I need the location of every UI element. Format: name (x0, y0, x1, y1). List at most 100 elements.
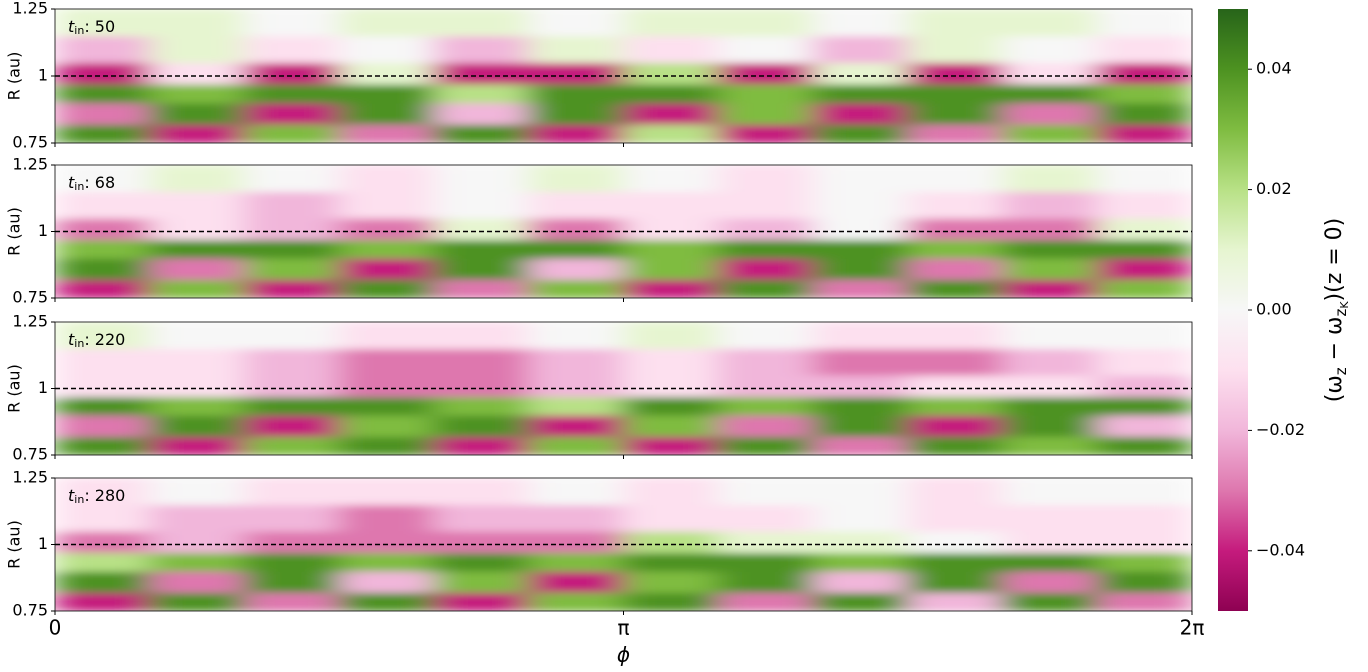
heatmap-cell (149, 396, 245, 416)
heatmap-cell (1002, 375, 1098, 397)
heatmap-cell (718, 279, 814, 299)
heatmap-cell (149, 62, 245, 84)
heatmap-cell (813, 375, 909, 397)
heatmap-cell (813, 322, 909, 350)
heatmap-cell (339, 35, 435, 63)
heatmap-cell (1097, 124, 1193, 144)
heatmap-cell (1097, 35, 1193, 63)
heatmap-cell (907, 348, 1003, 376)
heatmap-cell (623, 84, 719, 104)
colorbar (1218, 9, 1248, 611)
heatmap-cell (1097, 165, 1193, 193)
heatmap-cell (907, 478, 1003, 506)
y-tick-label: 1.25 (12, 312, 48, 331)
heatmap-cell (907, 571, 1003, 593)
heatmap-cell (434, 9, 530, 37)
heatmap-cell (623, 375, 719, 397)
colorbar-label-part: )(z = 0) (1322, 218, 1347, 302)
y-tick-label: 0.75 (12, 601, 48, 620)
heatmap-cell (813, 62, 909, 84)
x-tick-label: 0 (49, 616, 62, 640)
heatmap-cell (55, 592, 151, 612)
heatmap-cell (149, 165, 245, 193)
heatmap-cell (1097, 552, 1193, 572)
heatmap-cell (339, 124, 435, 144)
heatmap-cell (718, 552, 814, 572)
heatmap-cell (528, 84, 624, 104)
heatmap-cell (434, 218, 530, 240)
heatmap-cell (434, 279, 530, 299)
heatmap-cell (339, 191, 435, 219)
heatmap-cell (813, 218, 909, 240)
heatmap-cell (55, 124, 151, 144)
heatmap-cell (623, 348, 719, 376)
annotation-subscript: in (74, 493, 84, 506)
heatmap-cell (623, 102, 719, 124)
heatmap-cell (813, 165, 909, 193)
heatmap-cell (623, 531, 719, 553)
heatmap-cell (244, 478, 340, 506)
heatmap-cell (244, 35, 340, 63)
heatmap-cell (244, 552, 340, 572)
heatmap-cell (623, 322, 719, 350)
heatmap-cell (907, 62, 1003, 84)
heatmap-cell (813, 436, 909, 456)
heatmap-cell (1002, 322, 1098, 350)
heatmap-cell (718, 571, 814, 593)
heatmap-cell (244, 102, 340, 124)
heatmap-cell (718, 165, 814, 193)
heatmap-cell (623, 62, 719, 84)
heatmap-cell (528, 415, 624, 437)
heatmap-cell (1002, 102, 1098, 124)
heatmap-cell (1002, 9, 1098, 37)
heatmap-cell (1097, 571, 1193, 593)
colorbar-tick-label: 0.02 (1256, 179, 1292, 198)
heatmap-cell (1002, 552, 1098, 572)
heatmap-cell (813, 552, 909, 572)
heatmap-cell (1002, 35, 1098, 63)
heatmap-cell (149, 124, 245, 144)
heatmap-cell (813, 102, 909, 124)
heatmap-cell (149, 279, 245, 299)
heatmap-cell (623, 258, 719, 280)
heatmap-cell (907, 35, 1003, 63)
heatmap-cell (907, 592, 1003, 612)
heatmap-cell (339, 84, 435, 104)
heatmap-cell (907, 218, 1003, 240)
heatmap-cell (813, 348, 909, 376)
heatmap-cell (528, 62, 624, 84)
heatmap-cell (434, 396, 530, 416)
heatmap-cell (149, 348, 245, 376)
heatmap-cell (339, 531, 435, 553)
y-axis-label: R (au) (5, 207, 24, 256)
heatmap-cell (623, 35, 719, 63)
heatmap-cell (339, 415, 435, 437)
heatmap-cell (907, 322, 1003, 350)
heatmap-cell (1097, 504, 1193, 532)
heatmap-cell (528, 165, 624, 193)
heatmap-cell (149, 415, 245, 437)
heatmap-cell (1002, 218, 1098, 240)
heatmap-cell (813, 592, 909, 612)
heatmap-cell (244, 592, 340, 612)
heatmap-cell (149, 375, 245, 397)
heatmap-cell (907, 84, 1003, 104)
heatmap-cell (813, 504, 909, 532)
heatmap-cell (1097, 218, 1193, 240)
heatmap-cell (1002, 84, 1098, 104)
heatmap-cell (149, 239, 245, 259)
heatmap-cell (907, 396, 1003, 416)
y-axis-label: R (au) (5, 520, 24, 569)
heatmap-cell (813, 239, 909, 259)
heatmap-cell (718, 191, 814, 219)
heatmap-cell (718, 478, 814, 506)
heatmap-cell (1097, 62, 1193, 84)
heatmap-cell (813, 531, 909, 553)
heatmap-cell (1002, 478, 1098, 506)
heatmap-cell (434, 415, 530, 437)
heatmap-cell (528, 531, 624, 553)
heatmap-cell (1097, 279, 1193, 299)
heatmap-cell (1097, 531, 1193, 553)
heatmap-cell (907, 436, 1003, 456)
heatmap-cell (528, 504, 624, 532)
